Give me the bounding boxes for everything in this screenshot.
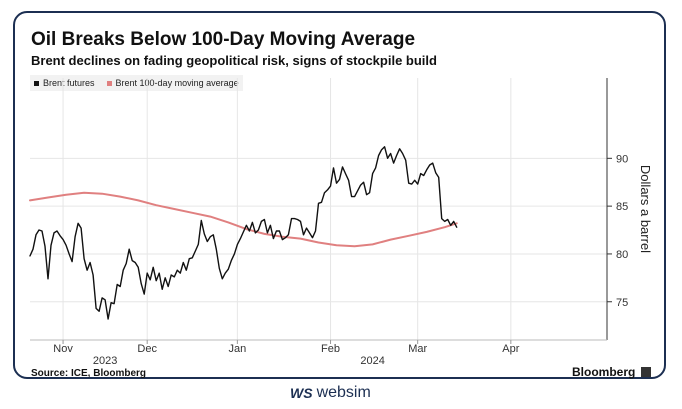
x-tick-label: Feb	[321, 343, 340, 355]
websim-watermark: WS websim	[290, 381, 371, 405]
legend-label-brent-futures: Brent futures	[43, 78, 95, 88]
x-tick-label: Mar	[408, 343, 427, 355]
websim-logo: WS	[290, 385, 313, 401]
bloomberg-brand-icon	[641, 367, 651, 377]
x-tick-label: Dec	[137, 343, 157, 355]
bloomberg-brand: Bloomberg	[572, 365, 636, 379]
y-tick-label: 90	[616, 153, 628, 165]
x-tick-label: Apr	[502, 343, 519, 355]
y-axis-title: Dollars a barrel	[638, 165, 653, 253]
legend-swatch-moving-average	[106, 80, 112, 86]
y-tick-label: 85	[616, 201, 628, 213]
x-year-label: 2024	[360, 355, 384, 367]
y-tick-label: 80	[616, 249, 628, 261]
legend-item-brent-futures: Brent futures	[34, 78, 95, 88]
websim-text: websim	[316, 384, 371, 401]
legend-item-moving-average: Brent 100-day moving average	[106, 78, 239, 88]
legend-label-moving-average: Brent 100-day moving average	[115, 78, 239, 88]
x-tick-label: Jan	[228, 343, 246, 355]
chart-legend: Brent futures Brent 100-day moving avera…	[30, 75, 243, 91]
x-year-label: 2023	[93, 355, 117, 367]
series-line-moving-average	[29, 191, 458, 248]
legend-swatch-brent-futures	[34, 80, 39, 86]
source-note: Source: ICE, Bloomberg	[31, 368, 147, 379]
x-tick-label: Nov	[53, 343, 73, 355]
y-tick-label: 75	[616, 297, 628, 309]
chart-title: Oil Breaks Below 100-Day Moving Average	[31, 29, 416, 50]
chart-frame	[13, 11, 666, 379]
chart-subtitle: Brent declines on fading geopolitical ri…	[31, 53, 437, 68]
series-line-brent-futures	[29, 146, 458, 320]
